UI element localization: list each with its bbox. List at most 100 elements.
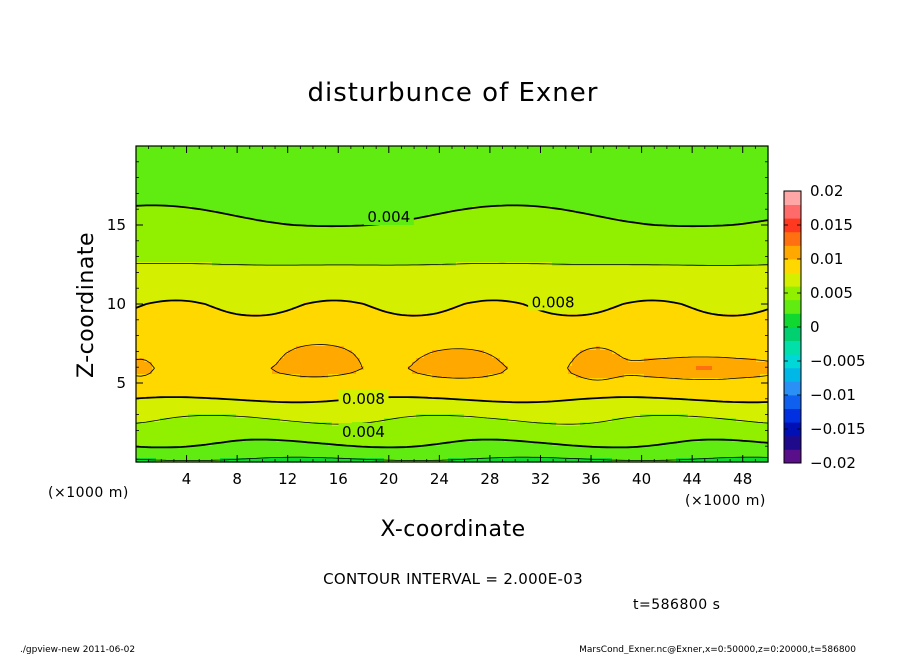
field-cell	[272, 226, 277, 231]
field-cell	[684, 150, 689, 155]
field-cell	[576, 258, 581, 263]
field-cell	[712, 198, 717, 203]
field-cell	[232, 206, 237, 211]
field-cell	[272, 230, 277, 235]
field-cell	[488, 270, 493, 275]
field-cell	[488, 182, 493, 187]
field-cell	[452, 186, 457, 191]
field-cell	[388, 158, 393, 163]
field-cell	[192, 154, 197, 159]
field-cell	[320, 162, 325, 167]
field-cell	[464, 210, 469, 215]
field-cell	[592, 226, 597, 231]
field-cell	[676, 226, 681, 231]
field-cell	[548, 258, 553, 263]
field-cell	[628, 206, 633, 211]
field-cell	[160, 262, 165, 267]
field-cell	[520, 198, 525, 203]
field-cell	[156, 234, 161, 239]
field-cell	[412, 194, 417, 199]
field-cell	[280, 238, 285, 243]
field-cell	[192, 218, 197, 223]
field-cell	[700, 174, 705, 179]
field-cell	[744, 242, 749, 247]
field-cell	[728, 174, 733, 179]
field-cell	[416, 226, 421, 231]
field-cell	[332, 194, 337, 199]
field-cell	[536, 214, 541, 219]
field-cell	[688, 266, 693, 271]
field-cell	[584, 218, 589, 223]
field-cell	[708, 262, 713, 267]
field-cell	[372, 182, 377, 187]
field-cell	[684, 202, 689, 207]
field-cell	[504, 158, 509, 163]
field-cell	[220, 242, 225, 247]
field-cell	[344, 202, 349, 207]
field-cell	[492, 270, 497, 275]
field-cell	[204, 194, 209, 199]
field-cell	[208, 166, 213, 171]
field-cell	[172, 182, 177, 187]
field-cell	[448, 250, 453, 255]
field-cell	[656, 170, 661, 175]
field-cell	[720, 250, 725, 255]
field-cell	[388, 170, 393, 175]
field-cell	[648, 154, 653, 159]
field-cell	[536, 158, 541, 163]
field-cell	[244, 162, 249, 167]
field-cell	[420, 206, 425, 211]
field-cell	[256, 226, 261, 231]
field-cell	[496, 198, 501, 203]
field-cell	[512, 174, 517, 179]
field-cell	[732, 154, 737, 159]
field-cell	[404, 150, 409, 155]
field-cell	[496, 258, 501, 263]
field-cell	[512, 198, 517, 203]
field-cell	[552, 178, 557, 183]
field-cell	[316, 226, 321, 231]
field-cell	[240, 166, 245, 171]
field-cell	[340, 190, 345, 195]
field-cell	[404, 270, 409, 275]
field-cell	[428, 218, 433, 223]
field-cell	[752, 174, 757, 179]
field-cell	[592, 162, 597, 167]
field-cell	[300, 238, 305, 243]
field-cell	[508, 258, 513, 263]
field-cell	[648, 214, 653, 219]
field-cell	[156, 154, 161, 159]
field-cell	[760, 186, 765, 191]
field-cell	[468, 242, 473, 247]
field-cell	[600, 150, 605, 155]
field-cell	[248, 246, 253, 251]
field-cell	[516, 250, 521, 255]
field-cell	[280, 254, 285, 259]
field-cell	[272, 158, 277, 163]
field-cell	[732, 250, 737, 255]
field-cell	[588, 218, 593, 223]
field-cell	[308, 178, 313, 183]
field-cell	[448, 222, 453, 227]
field-cell	[416, 238, 421, 243]
field-cell	[164, 162, 169, 167]
field-cell	[376, 150, 381, 155]
field-cell	[700, 222, 705, 227]
field-cell	[292, 246, 297, 251]
field-cell	[316, 266, 321, 271]
field-cell	[452, 266, 457, 271]
field-cell	[576, 206, 581, 211]
field-cell	[324, 170, 329, 175]
field-cell	[592, 206, 597, 211]
field-cell	[328, 202, 333, 207]
field-cell	[628, 258, 633, 263]
field-cell	[360, 254, 365, 259]
field-cell	[740, 186, 745, 191]
field-cell	[524, 250, 529, 255]
field-cell	[160, 194, 165, 199]
field-cell	[584, 194, 589, 199]
field-cell	[596, 258, 601, 263]
field-cell	[188, 190, 193, 195]
field-cell	[348, 182, 353, 187]
field-cell	[708, 170, 713, 175]
